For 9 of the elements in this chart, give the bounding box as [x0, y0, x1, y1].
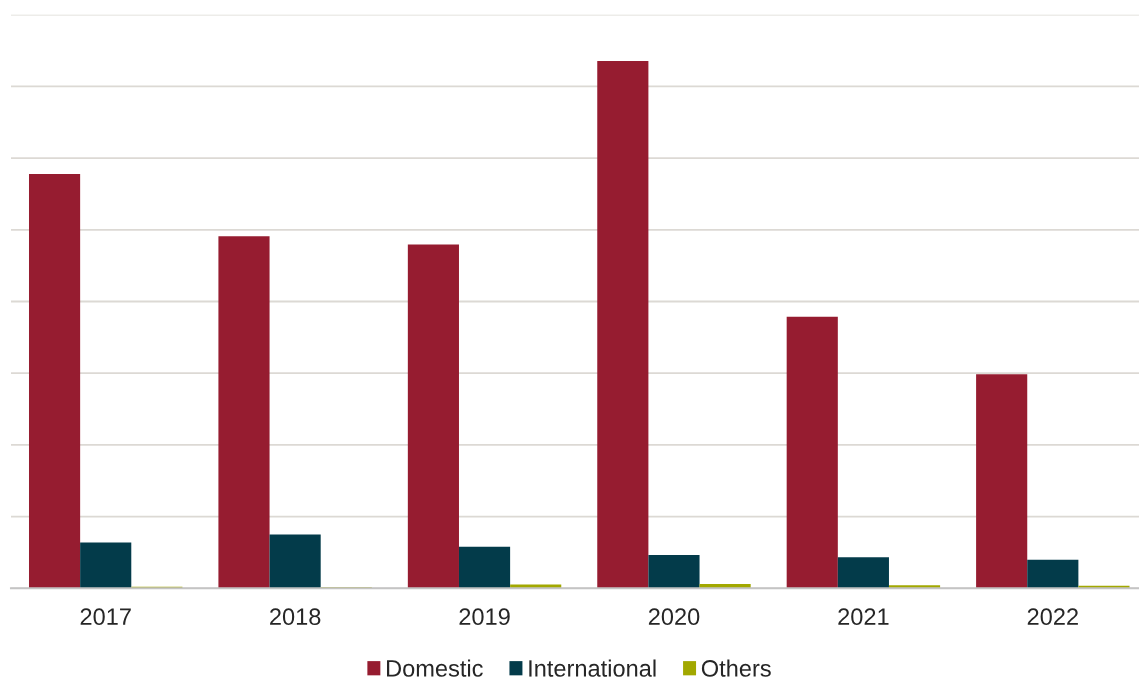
x-tick-label: 2018	[270, 608, 321, 626]
x-tick-label: 2020	[648, 608, 700, 626]
x-tick-label: 2021	[838, 608, 889, 626]
x-tick-label: 2019	[459, 608, 510, 626]
x-tick-label: 2022	[1027, 608, 1078, 626]
x-tick-label: 2017	[80, 608, 131, 626]
legend-label: Domestic	[387, 659, 483, 677]
legend-label: International	[529, 659, 656, 677]
legend-label: Others	[701, 659, 771, 677]
